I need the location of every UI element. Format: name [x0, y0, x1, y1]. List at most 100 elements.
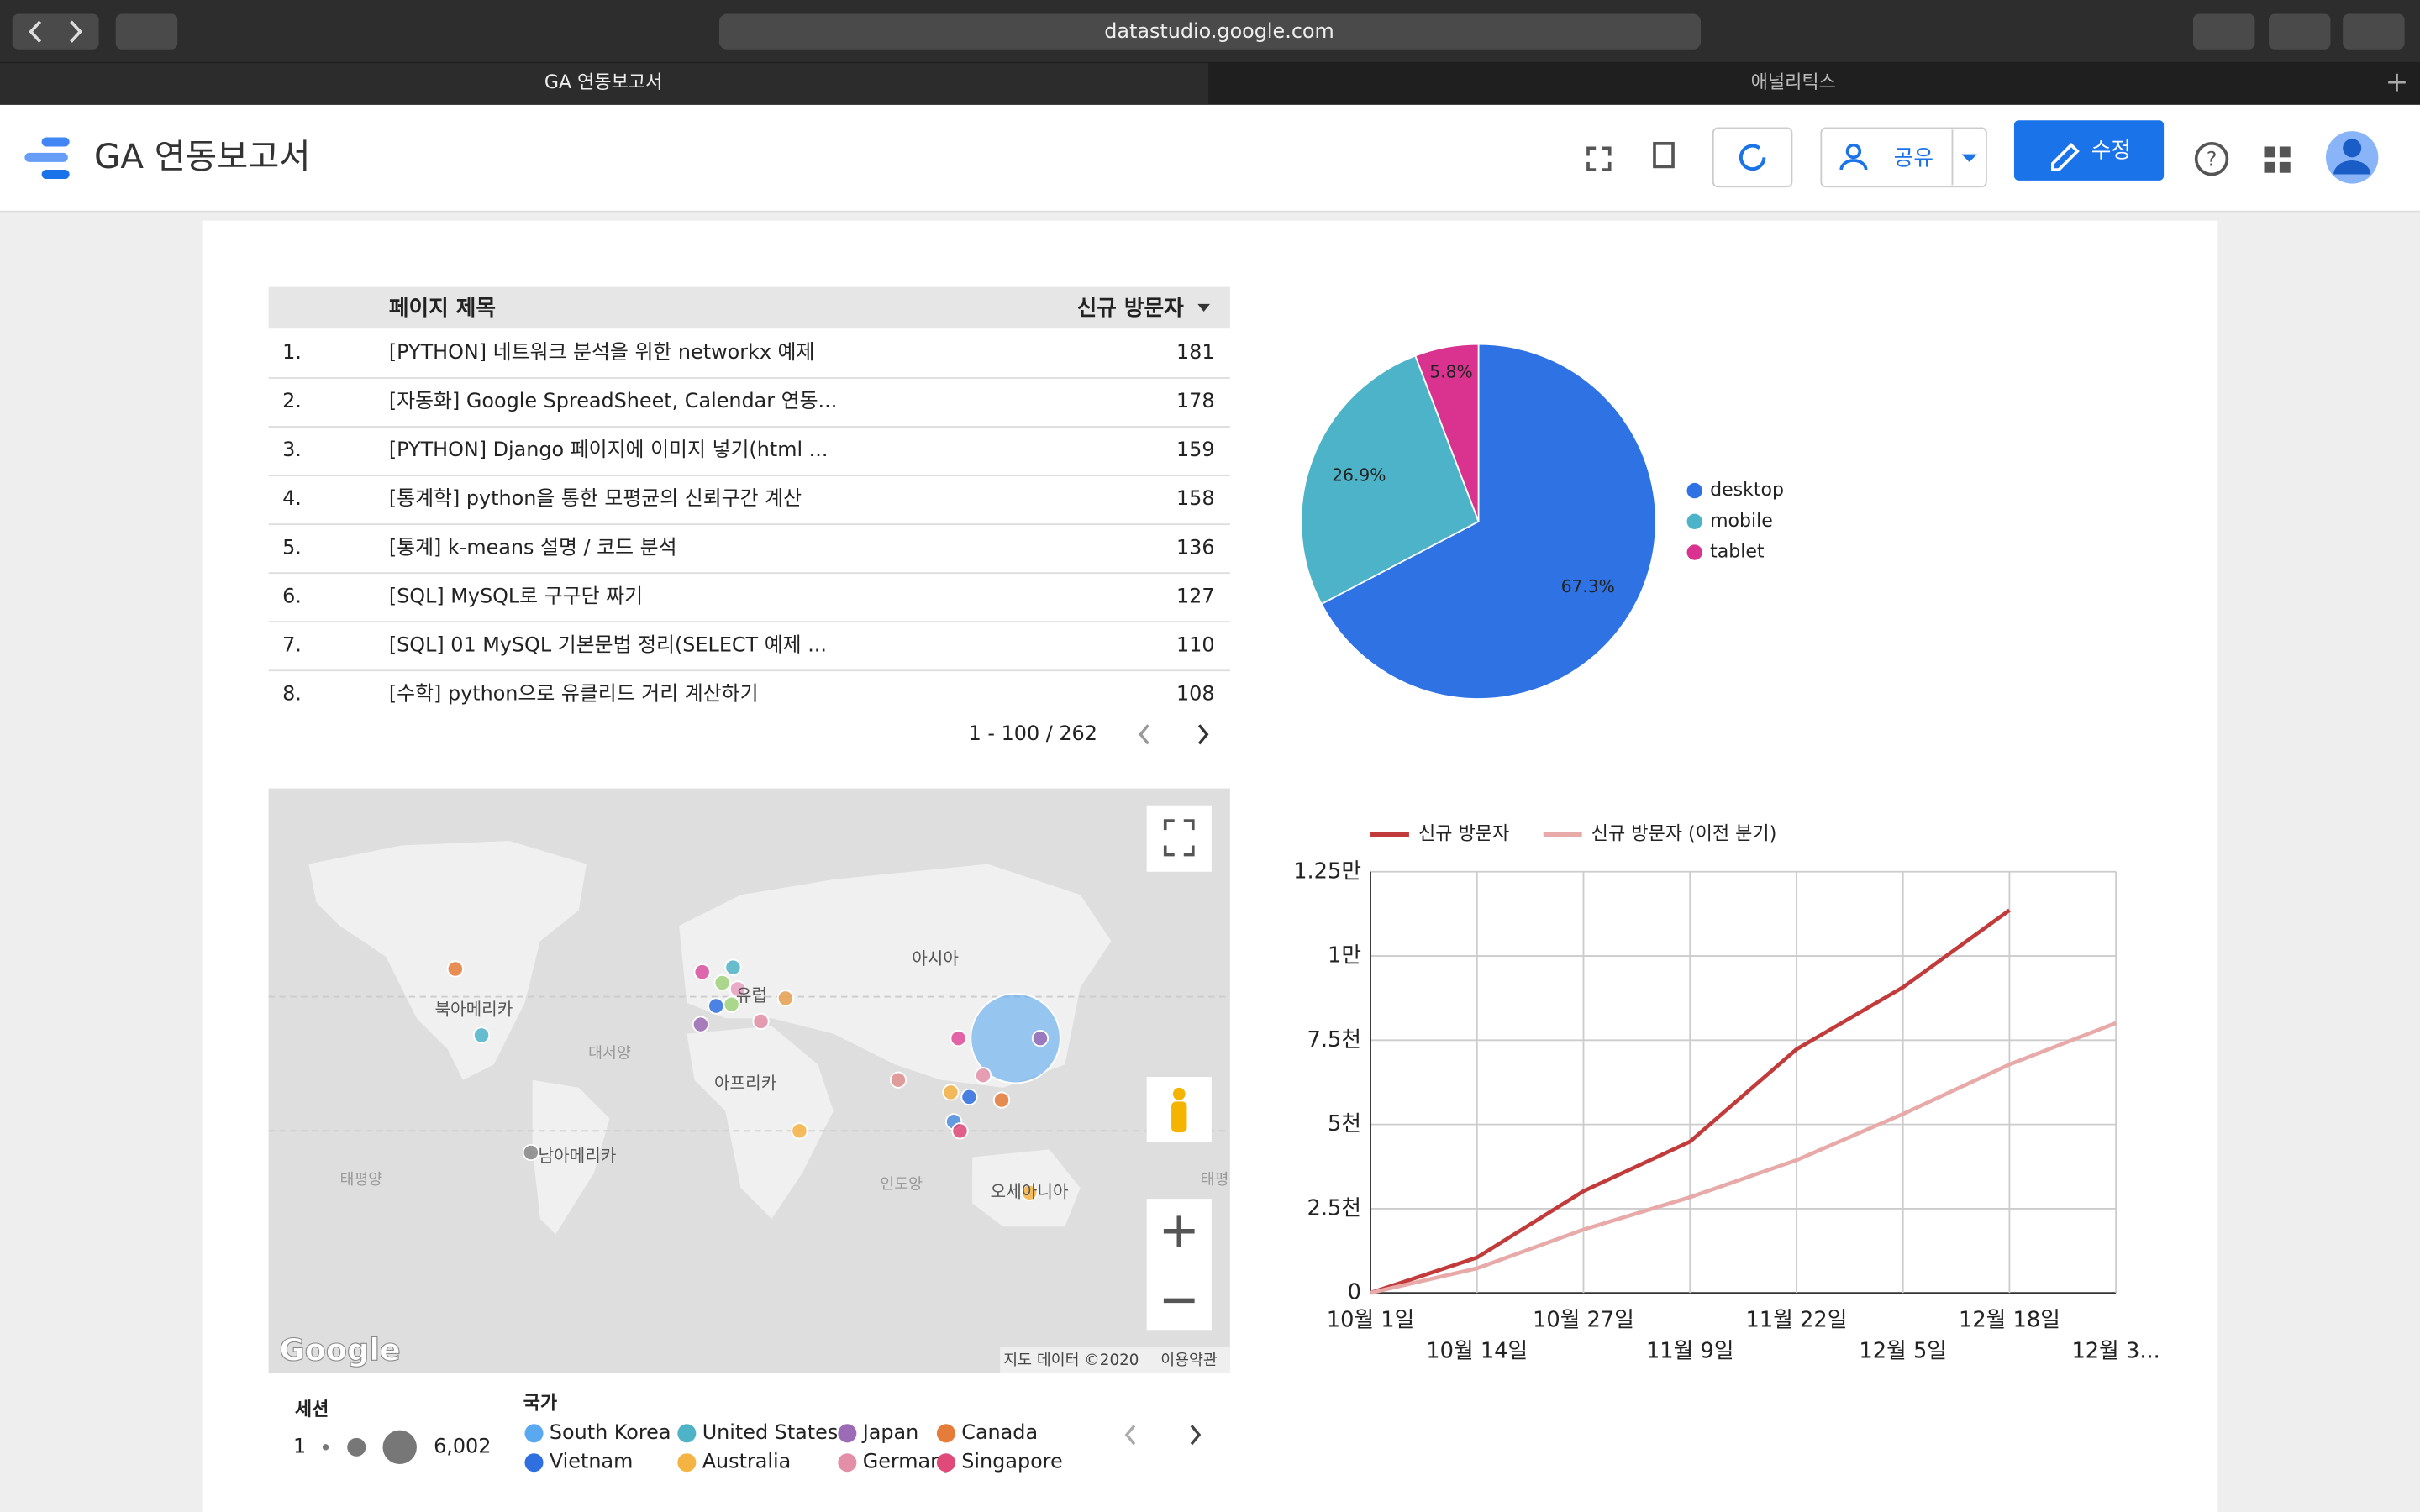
map-bubble: [791, 1122, 808, 1140]
report-title[interactable]: GA 연동보고서: [94, 136, 311, 176]
row-value: 108: [1176, 681, 1215, 705]
map-label: 아시아: [912, 948, 959, 969]
prev-page[interactable]: [1139, 724, 1150, 745]
map-bubble: [1031, 1030, 1050, 1047]
map-bubble: [522, 1143, 539, 1162]
row-value: 158: [1176, 486, 1215, 510]
map-bubble: [724, 958, 742, 976]
map-bubble: [446, 960, 464, 978]
download-button[interactable]: [2193, 13, 2255, 50]
map-bubble: [693, 963, 711, 981]
page-title: [통계] k-means 설명 / 코드 분석: [389, 535, 677, 559]
y-tick-label: 1만: [1328, 943, 1361, 969]
fullscreen-icon[interactable]: [1586, 146, 1612, 171]
tabs-button[interactable]: [2343, 13, 2405, 50]
page-title: [수학] python으로 유클리드 거리 계산하기: [389, 681, 759, 705]
map-bubble: [1021, 1184, 1039, 1201]
share-label: 공유: [1894, 146, 1933, 171]
map-bubble: [950, 1030, 967, 1047]
legend-label: Vietnam: [550, 1450, 633, 1473]
y-tick-label: 1.25만: [1293, 858, 1361, 884]
legend-label: Australia: [702, 1450, 792, 1473]
map-bubble: [752, 1012, 770, 1031]
row-index: 1.: [282, 340, 302, 364]
pie-label: 67.3%: [1561, 576, 1615, 596]
map-label: 아프리카: [714, 1074, 776, 1094]
tab[interactable]: [0, 63, 1209, 105]
legend-swatch: [524, 1424, 544, 1443]
map-bubble: [974, 1067, 992, 1084]
share-button[interactable]: [1820, 127, 1987, 188]
x-tick-label: 11월 9일: [1646, 1338, 1734, 1363]
column-header[interactable]: 페이지 제목: [389, 296, 496, 321]
tab-title: GA 연동보고서: [544, 72, 663, 93]
legend-label: Japan: [861, 1420, 919, 1444]
pie-slice: [1300, 354, 1480, 606]
page-title: [PYTHON] Django 페이지에 이미지 넣기(html ...: [389, 438, 829, 461]
map-bubble: [889, 1071, 908, 1089]
sort-icon[interactable]: [1197, 303, 1210, 312]
y-tick-label: 0: [1348, 1280, 1361, 1305]
legend-label: Canada: [961, 1420, 1038, 1444]
row-index: 7.: [282, 633, 302, 656]
legend-prev[interactable]: [1124, 1425, 1136, 1446]
edit-button[interactable]: [2013, 120, 2165, 181]
page-title: [SQL] MySQL로 구구단 짜기: [389, 584, 643, 607]
share-button[interactable]: [2269, 13, 2331, 50]
x-tick-label: 12월 5일: [1859, 1338, 1947, 1363]
row-index: 2.: [282, 389, 302, 412]
y-tick-label: 7.5천: [1307, 1027, 1361, 1053]
address-bar[interactable]: [718, 13, 1702, 50]
map-label: 남아메리카: [539, 1146, 617, 1166]
page-title: [자동화] Google SpreadSheet, Calendar 연동...: [389, 389, 837, 412]
map-bubble: [970, 992, 1061, 1084]
map-terms[interactable]: 이용약관: [1160, 1352, 1218, 1369]
legend-label: Singapore: [961, 1450, 1062, 1473]
page-title: [통계학] python을 통한 모평균의 신뢰구간 계산: [389, 486, 802, 510]
row-value: 110: [1176, 633, 1215, 656]
pie-slice: [1414, 343, 1480, 522]
y-tick-label: 2.5천: [1307, 1195, 1361, 1221]
map-bubble: [942, 1084, 960, 1101]
map-bubble: [992, 1091, 1011, 1109]
map-bubble: [713, 974, 731, 992]
pagination: 1 - 100 / 262: [969, 722, 1097, 745]
map[interactable]: Google 지도 데이터 ©2020 이용약관: [268, 788, 1230, 1373]
map-bubble: [472, 1026, 491, 1044]
map-bubble: [960, 1088, 978, 1106]
row-index: 4.: [282, 486, 302, 510]
legend-swatch: [838, 1453, 857, 1473]
x-tick-label: 11월 22일: [1746, 1308, 1848, 1333]
tab-title[interactable]: 애널리틱스: [1751, 72, 1836, 93]
legend-swatch: [1686, 513, 1702, 529]
legend-swatch: [1686, 544, 1702, 560]
legend-swatch: [524, 1453, 544, 1473]
row-value: 178: [1176, 389, 1215, 412]
map-label: 오세아니아: [991, 1181, 1069, 1201]
next-page[interactable]: [1197, 724, 1209, 745]
legend-label: 신규 방문자: [1418, 824, 1509, 845]
help-icon[interactable]: [2194, 141, 2229, 176]
column-header[interactable]: 신규 방문자: [1077, 296, 1185, 321]
map-fullscreen[interactable]: [1146, 805, 1212, 872]
row-index: 5.: [282, 535, 302, 559]
row-index: 8.: [282, 681, 302, 705]
map-bubble: [729, 980, 747, 998]
map-label: 유럽: [736, 985, 767, 1005]
map-logo: Google: [279, 1331, 400, 1368]
x-tick-label: 12월 3...: [2071, 1338, 2160, 1363]
apps-icon[interactable]: [2264, 146, 2291, 173]
legend-label: United States: [702, 1420, 839, 1444]
sidebar-button[interactable]: [115, 13, 178, 50]
url: datastudio.google.com: [1104, 19, 1334, 43]
legend-next[interactable]: [1190, 1425, 1202, 1446]
nav-buttons[interactable]: [12, 13, 99, 50]
refresh-button[interactable]: [1712, 127, 1793, 188]
new-tab[interactable]: +: [2386, 66, 2409, 98]
pie-label: 26.9%: [1332, 465, 1386, 486]
row-value: 127: [1176, 584, 1215, 607]
copy-icon[interactable]: [1653, 141, 1675, 169]
row-value: 136: [1176, 535, 1215, 559]
page-title: [SQL] 01 MySQL 기본문법 정리(SELECT 예제 ...: [389, 633, 827, 656]
